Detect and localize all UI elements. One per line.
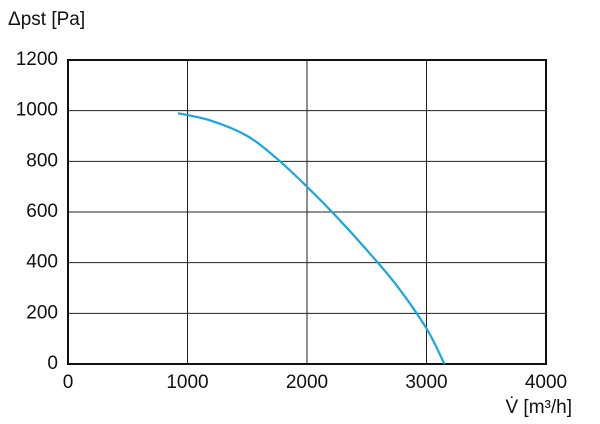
y-tick-label: 600 xyxy=(26,201,58,222)
x-tick-label: 1000 xyxy=(166,372,208,393)
y-tick-label: 800 xyxy=(26,150,58,171)
x-axis-label: V̇ [m³/h] xyxy=(505,397,572,418)
x-tick-label: 3000 xyxy=(405,372,447,393)
y-tick-label: 200 xyxy=(26,302,58,323)
x-tick-label: 0 xyxy=(63,372,74,393)
x-tick-label: 4000 xyxy=(525,372,567,393)
y-tick-label: 400 xyxy=(26,252,58,273)
y-tick-label: 1200 xyxy=(16,49,58,70)
x-tick-label: 2000 xyxy=(286,372,328,393)
y-axis-label: Δpst [Pa] xyxy=(8,9,85,30)
plot-frame xyxy=(67,59,547,365)
y-tick-label: 1000 xyxy=(16,100,58,121)
curve xyxy=(177,112,446,365)
y-tick-label: 0 xyxy=(47,353,58,374)
